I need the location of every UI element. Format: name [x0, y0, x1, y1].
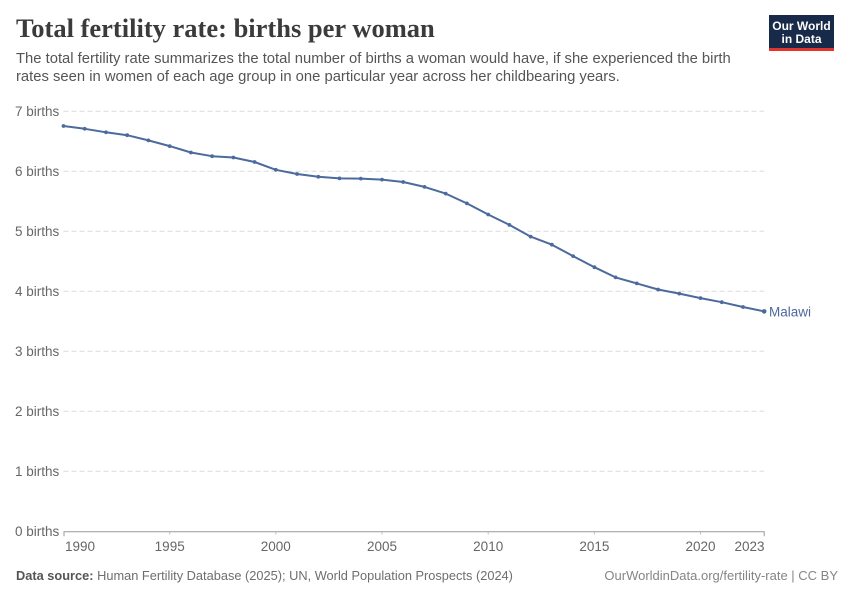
svg-text:1995: 1995: [155, 539, 185, 554]
svg-text:3 births: 3 births: [15, 344, 60, 359]
svg-text:2000: 2000: [261, 539, 291, 554]
svg-text:5 births: 5 births: [15, 224, 60, 239]
svg-text:0 births: 0 births: [15, 524, 60, 539]
svg-text:2010: 2010: [473, 539, 503, 554]
svg-text:2023: 2023: [734, 539, 764, 554]
svg-text:7 births: 7 births: [15, 104, 60, 119]
svg-text:2020: 2020: [685, 539, 715, 554]
svg-text:2005: 2005: [367, 539, 397, 554]
svg-text:2015: 2015: [579, 539, 609, 554]
svg-text:Malawi: Malawi: [769, 305, 811, 320]
svg-text:4 births: 4 births: [15, 284, 60, 299]
svg-text:6 births: 6 births: [15, 164, 60, 179]
svg-text:1 births: 1 births: [15, 464, 60, 479]
svg-text:1990: 1990: [65, 539, 95, 554]
svg-text:2 births: 2 births: [15, 404, 60, 419]
